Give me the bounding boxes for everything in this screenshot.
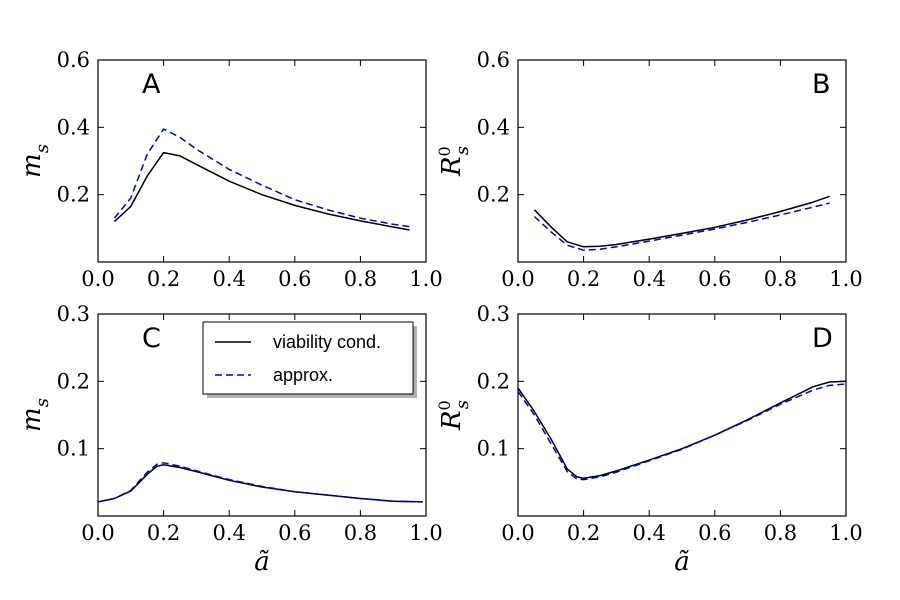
y-axis-label-sup: 0 xyxy=(435,400,454,410)
legend-label: viability cond. xyxy=(273,332,381,352)
panel-c: 0.0 0.2 0.4 0.6 0.8 1.0 0.1 0.2 0.3 Cã ms xyxy=(17,302,443,577)
y-axis-label: R0s xyxy=(435,400,473,431)
x-tick-label: 0.6 xyxy=(698,521,731,545)
x-tick-label: 0.8 xyxy=(344,267,377,291)
panel-a: 0.0 0.2 0.4 0.6 0.8 1.0 0.2 0.4 0.6 Ams xyxy=(17,48,443,291)
x-tick-label: 0.4 xyxy=(632,267,665,291)
y-tick-label: 0.6 xyxy=(477,48,510,72)
y-tick-label: 0.1 xyxy=(57,437,90,461)
y-axis-label-main: R xyxy=(437,156,467,177)
axes-frame xyxy=(517,59,847,263)
x-tick-label: 0.4 xyxy=(212,267,245,291)
panel-d: 0.0 0.2 0.4 0.6 0.8 1.0 0.1 0.2 0.3 Dã R0s xyxy=(435,302,863,577)
y-axis-label-sub: s xyxy=(452,146,473,155)
y-axis-label-main: m xyxy=(17,407,47,432)
series-line-viability xyxy=(113,151,410,231)
panel-b: 0.0 0.2 0.4 0.6 0.8 1.0 0.2 0.4 0.6 B R0s xyxy=(435,48,863,291)
axes-frame xyxy=(97,59,427,263)
x-tick-label: 0.0 xyxy=(501,521,534,545)
series-line-approx xyxy=(97,462,423,503)
y-axis-label-sub: s xyxy=(32,144,53,153)
series-line-viability xyxy=(97,464,423,503)
x-tick-label: 0.6 xyxy=(698,267,731,291)
y-tick-label: 0.2 xyxy=(57,183,90,207)
y-axis-label-main: m xyxy=(17,153,47,178)
legend-label: approx. xyxy=(273,365,333,385)
panel-label: D xyxy=(812,323,833,354)
legend-box xyxy=(202,321,414,395)
y-axis-label-sub: s xyxy=(32,398,53,407)
y-axis-label: ms xyxy=(17,144,53,178)
x-tick-label: 0.2 xyxy=(567,267,600,291)
legend: viability cond. approx. xyxy=(202,321,417,398)
y-axis-label-main: R xyxy=(437,410,467,431)
x-tick-label: 0.2 xyxy=(567,521,600,545)
x-tick-label: 0.8 xyxy=(764,267,797,291)
x-tick-label: 0.8 xyxy=(764,521,797,545)
x-tick-label: 0.0 xyxy=(81,521,114,545)
y-tick-label: 0.4 xyxy=(477,115,510,139)
y-axis-label-sub: s xyxy=(452,400,473,409)
axes-frame xyxy=(517,313,847,517)
series-line-approx xyxy=(113,128,410,228)
y-tick-label: 0.2 xyxy=(477,183,510,207)
y-axis-label-sup: 0 xyxy=(435,146,454,156)
series-line-approx xyxy=(533,202,830,251)
x-axis-label: ã xyxy=(674,547,690,577)
x-tick-label: 0.0 xyxy=(501,267,534,291)
series-line-approx xyxy=(517,383,847,481)
series-line-viability xyxy=(517,380,847,480)
x-tick-label: 1.0 xyxy=(829,267,862,291)
x-tick-label: 0.6 xyxy=(278,267,311,291)
y-tick-label: 0.2 xyxy=(57,369,90,393)
y-tick-label: 0.3 xyxy=(57,302,90,326)
x-tick-label: 0.0 xyxy=(81,267,114,291)
panel-label: A xyxy=(142,69,161,100)
y-tick-label: 0.2 xyxy=(477,369,510,393)
x-tick-label: 0.4 xyxy=(212,521,245,545)
y-axis-label: R0s xyxy=(435,146,473,177)
y-tick-label: 0.4 xyxy=(57,115,90,139)
series-line-viability xyxy=(533,195,830,248)
x-tick-label: 1.0 xyxy=(829,521,862,545)
y-tick-label: 0.6 xyxy=(57,48,90,72)
x-tick-label: 1.0 xyxy=(409,267,442,291)
x-tick-label: 1.0 xyxy=(409,521,442,545)
panel-label: B xyxy=(812,69,831,100)
x-tick-label: 0.4 xyxy=(632,521,665,545)
x-axis-label: ã xyxy=(254,547,270,577)
y-tick-label: 0.1 xyxy=(477,437,510,461)
panel-label: C xyxy=(142,323,161,354)
x-tick-label: 0.8 xyxy=(344,521,377,545)
y-axis-label: ms xyxy=(17,398,53,432)
axes-frame xyxy=(97,313,427,517)
y-tick-label: 0.3 xyxy=(477,302,510,326)
x-tick-label: 0.2 xyxy=(147,521,180,545)
x-tick-label: 0.2 xyxy=(147,267,180,291)
x-tick-label: 0.6 xyxy=(278,521,311,545)
